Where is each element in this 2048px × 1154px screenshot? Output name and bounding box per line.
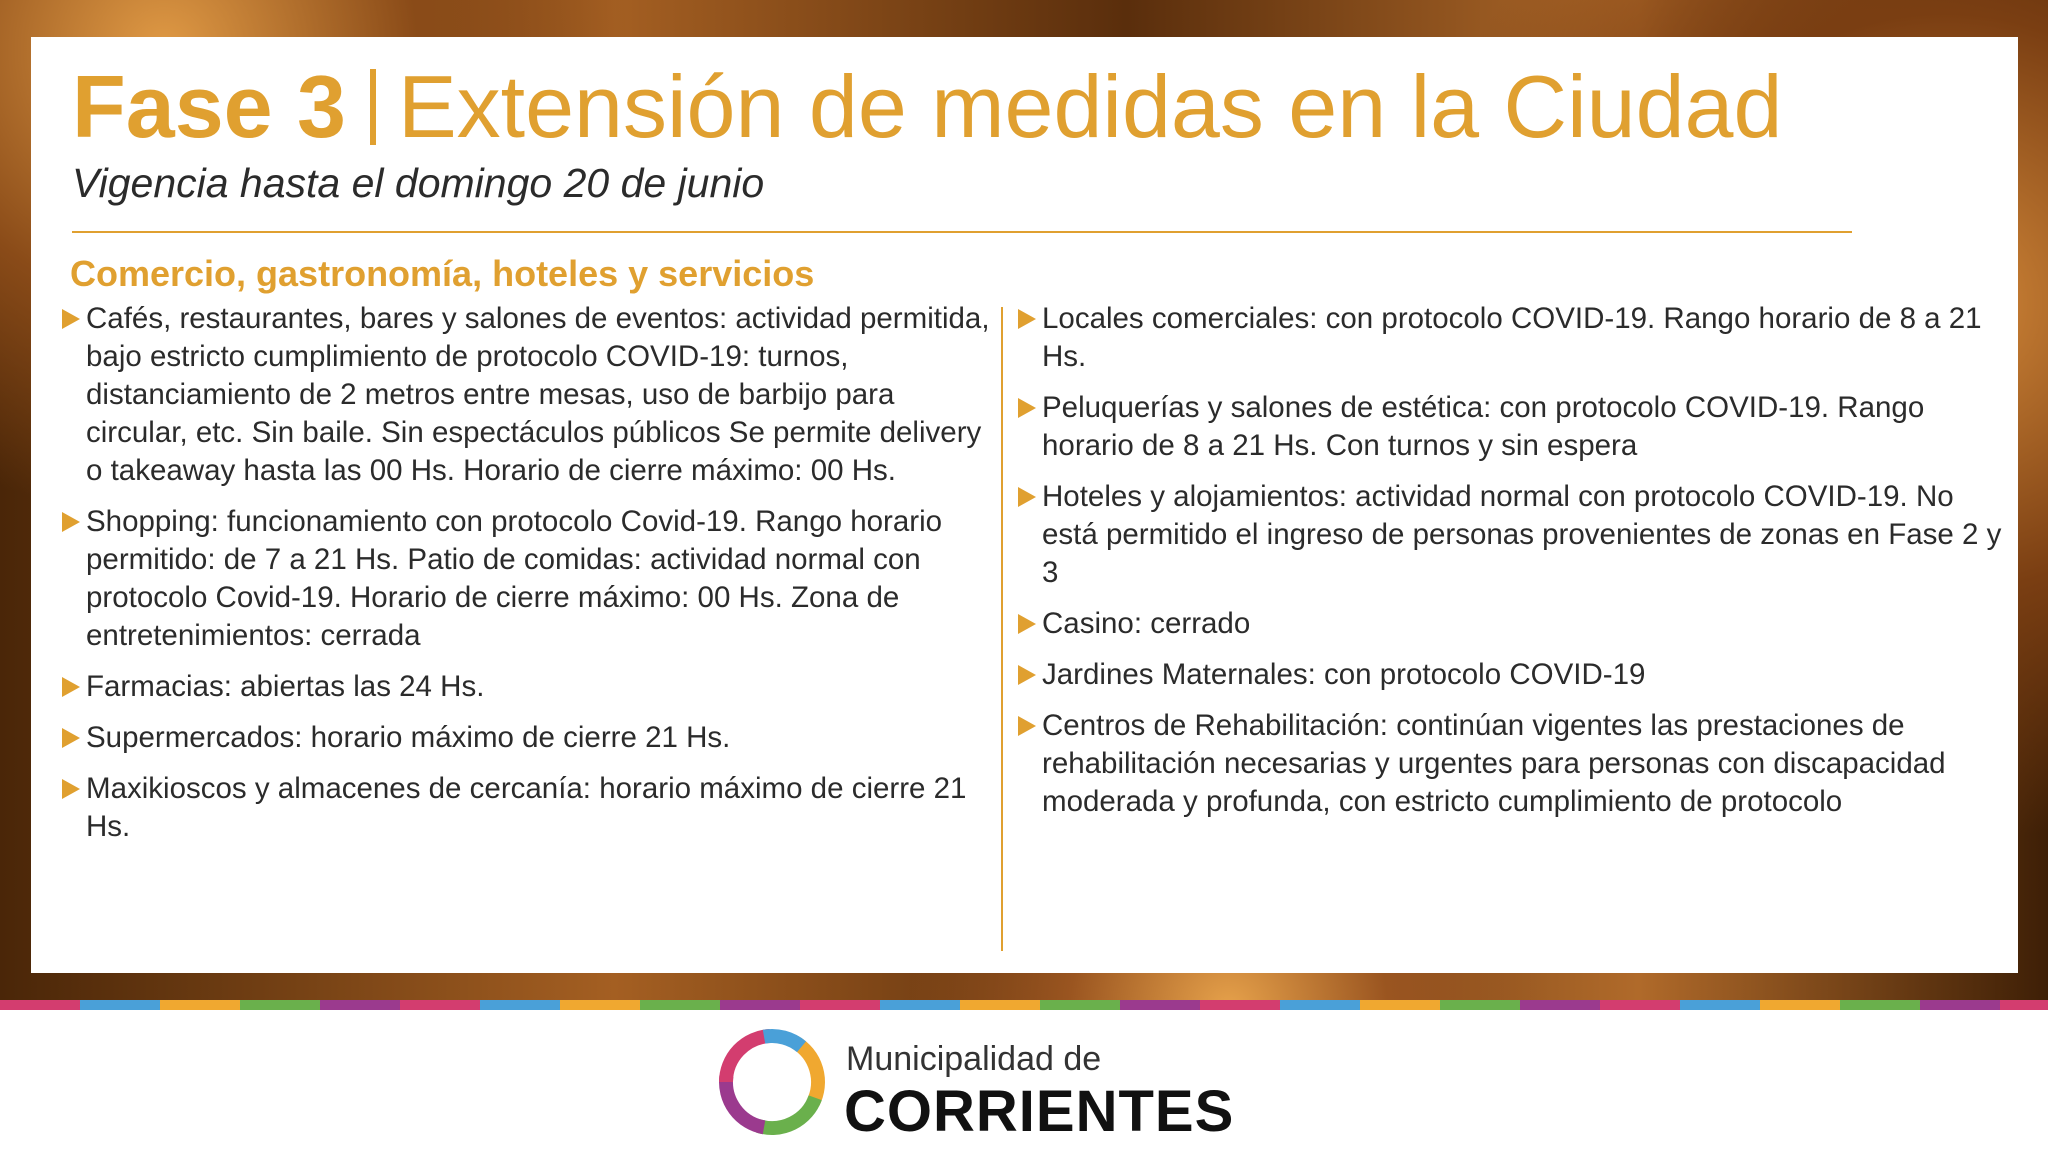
title: Fase 3 Extensión de medidas en la Ciudad	[72, 55, 1782, 159]
list-item: Supermercados: horario máximo de cierre …	[62, 719, 1002, 757]
list-item: Casino: cerrado	[1018, 605, 2010, 643]
list-item: Locales comerciales: con protocolo COVID…	[1018, 300, 2010, 376]
section-heading: Comercio, gastronomía, hoteles y servici…	[70, 253, 815, 294]
title-separator	[369, 69, 376, 145]
list-item: Centros de Rehabilitación: continúan vig…	[1018, 707, 2010, 821]
list-item: Hoteles y alojamientos: actividad normal…	[1018, 478, 2010, 592]
logo-name: CORRIENTES	[844, 1079, 1235, 1144]
list-item: Cafés, restaurantes, bares y salones de …	[62, 300, 1002, 490]
color-stripe	[0, 1000, 2048, 1010]
rule	[72, 231, 1852, 233]
column: Cafés, restaurantes, bares y salones de …	[62, 300, 1002, 859]
column: Locales comerciales: con protocolo COVID…	[1018, 300, 2010, 834]
list-item: Maxikioscos y almacenes de cercanía: hor…	[62, 770, 1002, 846]
logo-line: Municipalidad de	[846, 1040, 1102, 1078]
title-text: Extensión de medidas en la Ciudad	[397, 57, 1783, 156]
phase: Fase 3	[72, 57, 346, 156]
subtitle: Vigencia hasta el domingo 20 de junio	[72, 160, 765, 206]
list-item: Shopping: funcionamiento con protocolo C…	[62, 503, 1002, 655]
list-item: Peluquerías y salones de estética: con p…	[1018, 389, 2010, 465]
logo	[718, 1029, 825, 1135]
list-item: Farmacias: abiertas las 24 Hs.	[62, 668, 1002, 706]
column-divider	[1001, 307, 1003, 951]
list-item: Jardines Maternales: con protocolo COVID…	[1018, 656, 2010, 694]
